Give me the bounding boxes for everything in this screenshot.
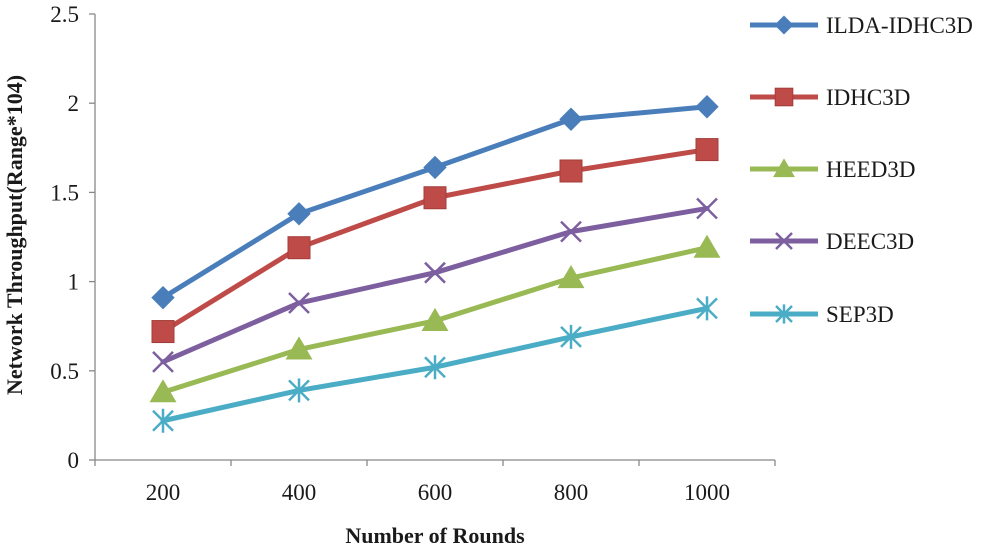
triangle-marker-shape [149, 379, 177, 403]
data-point-idhc3d [151, 320, 175, 344]
legend-label: DEEC3D [826, 229, 914, 254]
square-marker-shape [287, 236, 311, 260]
diamond-marker-shape [423, 155, 447, 180]
triangle-marker-shape [421, 307, 449, 331]
data-point-deec3d [560, 220, 582, 243]
data-point-ilda-idhc3d [559, 107, 583, 131]
data-point-heed3d [421, 307, 449, 331]
square-marker-shape [151, 320, 175, 344]
y-tick-label: 1.5 [50, 180, 79, 205]
legend-entry-ilda-idhc3d: ILDA-IDHC3D [750, 13, 973, 38]
data-point-ilda-idhc3d [151, 285, 175, 310]
series-sep3d [152, 296, 718, 433]
legend-entry-heed3d: HEED3D [750, 157, 915, 182]
data-point-ilda-idhc3d [287, 202, 311, 226]
data-point-idhc3d [695, 138, 719, 162]
legend-entry-deec3d: DEEC3D [750, 229, 914, 254]
x-tick-label: 1000 [684, 480, 730, 505]
legend-marker [775, 232, 793, 250]
series-layer [149, 95, 721, 433]
legend-marker [775, 304, 793, 324]
diamond-marker-shape [695, 95, 719, 119]
y-tick-label: 0.5 [50, 359, 79, 384]
diamond-marker-shape [559, 107, 583, 131]
data-point-sep3d [152, 408, 174, 433]
square-marker-shape [559, 159, 583, 183]
data-point-heed3d [557, 265, 585, 289]
x-marker-stroke [696, 197, 718, 220]
data-point-deec3d [424, 261, 446, 284]
triangle-marker-shape [693, 234, 721, 258]
data-point-deec3d [696, 197, 718, 220]
x-marker-stroke [560, 220, 582, 243]
legend-marker [773, 158, 795, 178]
series-idhc3d [151, 138, 719, 344]
data-point-deec3d [152, 350, 174, 373]
triangle-marker-shape [557, 265, 585, 289]
x-marker-stroke [288, 292, 310, 314]
data-point-idhc3d [423, 186, 447, 210]
data-point-sep3d [560, 324, 582, 349]
legend-marker [774, 15, 794, 35]
data-point-heed3d [149, 379, 177, 403]
legend-marker [774, 87, 794, 107]
triangle-marker-shape [773, 158, 795, 178]
data-point-sep3d [696, 296, 718, 321]
y-tick-label: 1 [68, 270, 80, 295]
data-point-sep3d [288, 378, 310, 403]
series-ilda-idhc3d [151, 95, 719, 310]
data-point-idhc3d [287, 236, 311, 260]
square-marker-shape [695, 138, 719, 162]
data-point-deec3d [288, 292, 310, 314]
x-tick-label: 400 [282, 480, 317, 505]
data-point-heed3d [285, 336, 313, 360]
legend-label: ILDA-IDHC3D [826, 13, 973, 38]
legend-label: HEED3D [826, 157, 915, 182]
data-point-ilda-idhc3d [423, 155, 447, 180]
x-tick-label: 200 [146, 480, 181, 505]
x-axis-title: Number of Rounds [345, 523, 525, 548]
diamond-marker-shape [287, 202, 311, 226]
series-heed3d [149, 234, 721, 403]
x-marker-stroke [775, 232, 793, 250]
diamond-marker-shape [151, 285, 175, 310]
legend-layer: ILDA-IDHC3D IDHC3D HEED3D DEEC3D SEP3D [750, 13, 973, 327]
x-tick-label: 800 [554, 480, 589, 505]
x-marker-stroke [152, 350, 174, 373]
legend-label: SEP3D [826, 302, 894, 327]
data-point-sep3d [424, 355, 446, 380]
square-marker-shape [774, 87, 794, 107]
legend-entry-sep3d: SEP3D [750, 302, 894, 327]
legend-entry-idhc3d: IDHC3D [750, 85, 910, 110]
x-marker-stroke [424, 261, 446, 284]
diamond-marker-shape [774, 15, 794, 35]
y-tick-label: 2 [68, 91, 80, 116]
y-tick-label: 2.5 [50, 2, 79, 27]
square-marker-shape [423, 186, 447, 210]
axes-layer: 0 0.5 1 1.5 2 2.5 200 400 600 800 1000 [50, 2, 776, 505]
y-axis-title: Network Throughput(Range*104) [2, 75, 27, 395]
y-tick-label: 0 [68, 448, 80, 473]
x-tick-label: 600 [418, 480, 453, 505]
legend-label: IDHC3D [826, 85, 910, 110]
triangle-marker-shape [285, 336, 313, 360]
series-deec3d [152, 197, 718, 373]
data-point-idhc3d [559, 159, 583, 183]
series-line-deec3d [160, 205, 710, 365]
data-point-ilda-idhc3d [695, 95, 719, 119]
data-point-heed3d [693, 234, 721, 258]
